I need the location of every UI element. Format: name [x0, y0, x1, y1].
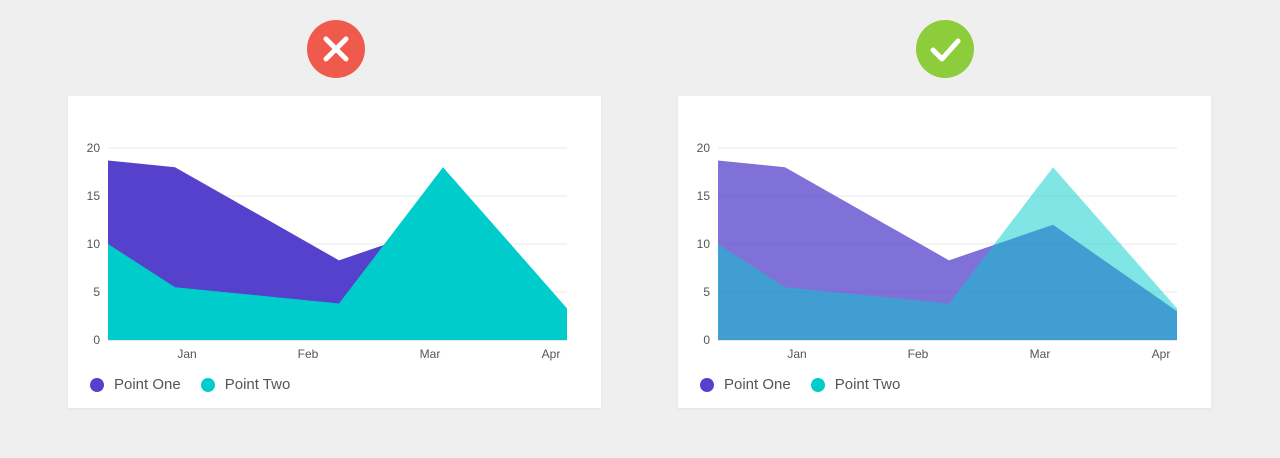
- legend-label: Point Two: [834, 376, 901, 393]
- x-tick-label: Feb: [298, 347, 319, 361]
- legend-label: Point One: [114, 376, 181, 393]
- area-series-2: [108, 167, 567, 340]
- legend-item-point-one: Point One: [90, 376, 181, 393]
- x-tick-label: Jan: [787, 347, 806, 361]
- y-tick-label: 10: [697, 237, 711, 251]
- y-tick-label: 15: [697, 189, 711, 203]
- legend-item-point-one: Point One: [700, 376, 791, 393]
- y-tick-label: 20: [87, 141, 101, 155]
- x-icon: [307, 20, 365, 78]
- y-tick-label: 5: [93, 285, 100, 299]
- wrong-badge: [307, 20, 365, 78]
- legend-swatch: [700, 377, 714, 392]
- y-tick-label: 10: [87, 237, 101, 251]
- x-tick-label: Mar: [420, 347, 441, 361]
- chart-card-correct: 0 5 10 15 20 Jan Feb Mar Apr Point One Point Two: [678, 96, 1211, 408]
- x-tick-label: Jan: [177, 347, 196, 361]
- x-tick-label: Mar: [1030, 347, 1051, 361]
- legend-swatch: [810, 377, 825, 392]
- legend: Point One Point Two: [90, 376, 310, 393]
- area-chart-correct: 0 5 10 15 20 Jan Feb Mar Apr: [697, 141, 1177, 361]
- legend-swatch: [90, 377, 104, 392]
- legend-label: Point Two: [224, 376, 291, 393]
- area-series-2: [718, 167, 1177, 340]
- check-icon: [916, 20, 974, 78]
- legend-item-point-two: Point Two: [200, 376, 291, 393]
- y-tick-label: 0: [703, 333, 710, 347]
- chart-card-incorrect: 0 5 10 15 20 Jan Feb Mar Apr Point One Point Two: [68, 96, 601, 408]
- y-tick-label: 5: [703, 285, 710, 299]
- legend-swatch: [200, 377, 215, 392]
- y-tick-label: 0: [93, 333, 100, 347]
- area-chart-incorrect: 0 5 10 15 20 Jan Feb Mar Apr: [87, 141, 567, 361]
- legend-item-point-two: Point Two: [810, 376, 901, 393]
- legend-label: Point One: [724, 376, 791, 393]
- x-tick-label: Apr: [542, 347, 561, 361]
- correct-badge: [916, 20, 974, 78]
- y-tick-label: 15: [87, 189, 101, 203]
- x-tick-label: Apr: [1152, 347, 1171, 361]
- legend: Point One Point Two: [700, 376, 920, 393]
- y-tick-label: 20: [697, 141, 711, 155]
- x-tick-label: Feb: [908, 347, 929, 361]
